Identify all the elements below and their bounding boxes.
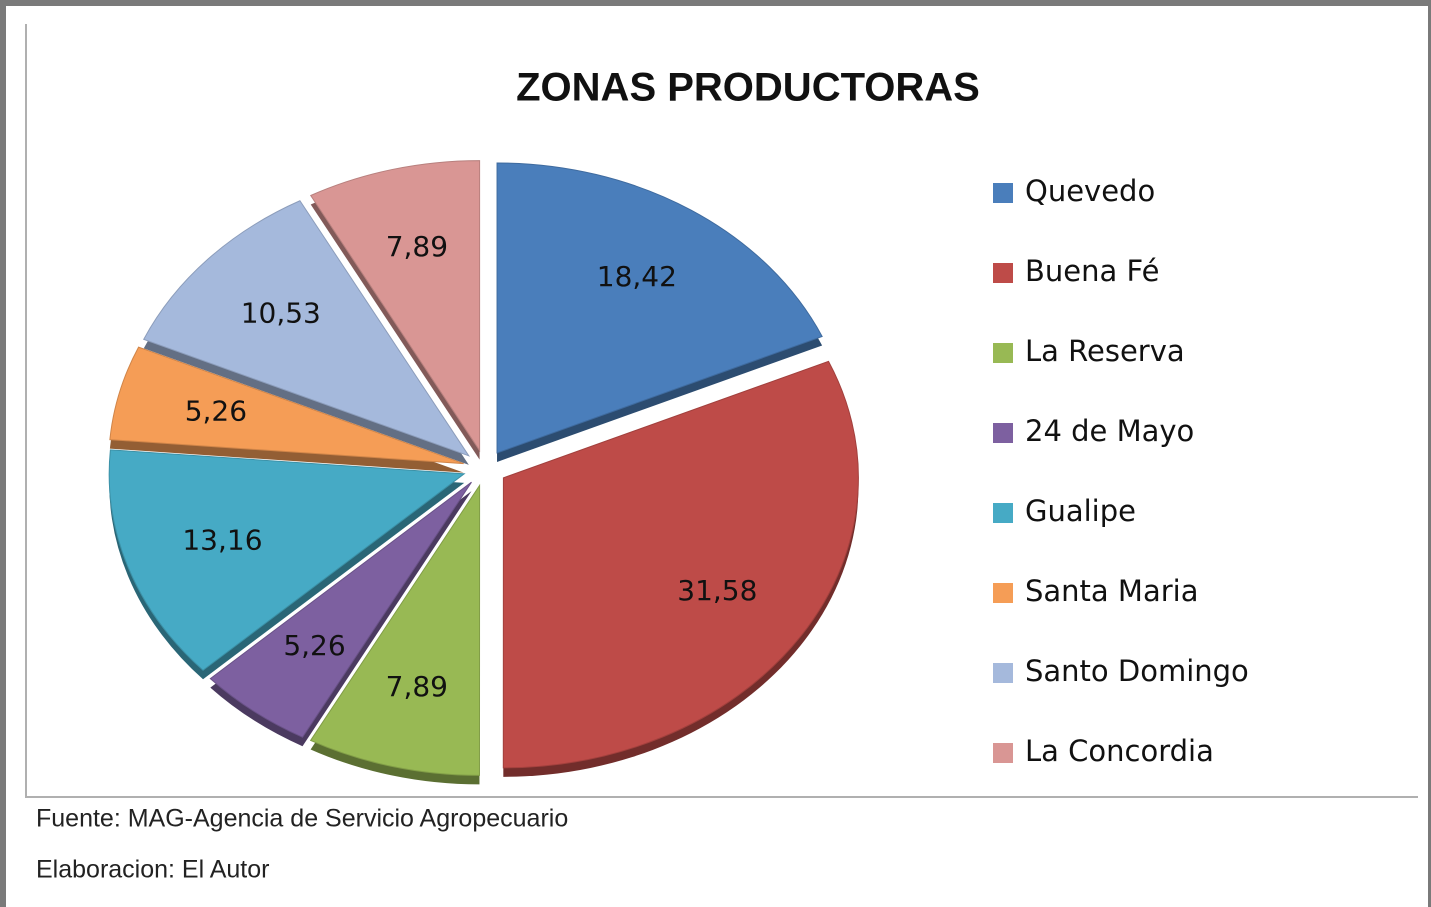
data-label: 5,26 bbox=[185, 394, 247, 427]
legend-label: Santa Maria bbox=[1025, 574, 1198, 608]
chart-title: ZONAS PRODUCTORAS bbox=[516, 66, 980, 110]
legend-swatch bbox=[993, 343, 1013, 363]
legend-label: Buena Fé bbox=[1025, 254, 1159, 288]
data-label: 10,53 bbox=[241, 296, 321, 329]
slice bbox=[309, 483, 481, 776]
data-label: 5,26 bbox=[283, 629, 345, 662]
legend-label: 24 de Mayo bbox=[1025, 414, 1194, 448]
slice bbox=[496, 162, 823, 454]
legend-label: Gualipe bbox=[1025, 494, 1136, 528]
legend-swatch bbox=[993, 503, 1013, 523]
data-label: 7,89 bbox=[386, 230, 448, 263]
data-label: 13,16 bbox=[182, 524, 262, 557]
legend-swatch bbox=[993, 663, 1013, 683]
legend-swatch bbox=[993, 183, 1013, 203]
legend-label: La Reserva bbox=[1025, 334, 1185, 368]
slice bbox=[309, 160, 481, 453]
footnote: Fuente: MAG-Agencia de Servicio Agropecu… bbox=[36, 805, 568, 833]
frame bbox=[25, 24, 1418, 798]
slice bbox=[142, 200, 471, 457]
legend-swatch bbox=[993, 743, 1013, 763]
data-label: 31,58 bbox=[677, 574, 757, 607]
slice bbox=[209, 481, 472, 738]
slice bbox=[108, 449, 466, 671]
slice bbox=[109, 346, 464, 465]
data-label: 7,89 bbox=[386, 670, 448, 703]
slice bbox=[502, 360, 859, 769]
legend-label: Santo Domingo bbox=[1025, 654, 1249, 688]
footnote: Elaboracion: El Autor bbox=[36, 856, 269, 884]
legend-swatch bbox=[993, 263, 1013, 283]
legend-swatch bbox=[993, 423, 1013, 443]
legend-label: La Concordia bbox=[1025, 734, 1214, 768]
legend-swatch bbox=[993, 583, 1013, 603]
data-label: 18,42 bbox=[597, 260, 677, 293]
legend-label: Quevedo bbox=[1025, 174, 1155, 208]
